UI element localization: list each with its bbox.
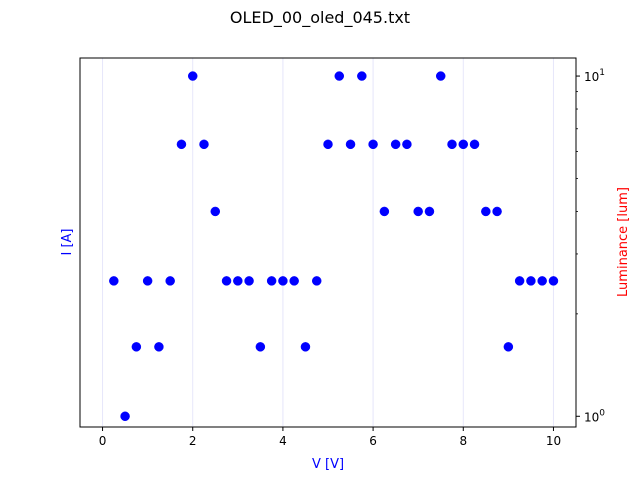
data-point	[131, 342, 142, 352]
plot-frame	[79, 57, 577, 428]
data-point	[514, 276, 525, 286]
data-point	[244, 276, 254, 286]
data-points	[109, 71, 559, 422]
data-point	[255, 342, 266, 352]
data-point	[210, 206, 221, 217]
data-point	[278, 276, 288, 286]
data-point	[481, 206, 491, 217]
data-point	[221, 276, 232, 286]
x-tick-label: 2	[189, 434, 197, 448]
data-point	[266, 276, 277, 286]
x-tick-label: 4	[279, 434, 287, 448]
data-point	[345, 139, 356, 150]
data-point	[109, 276, 119, 286]
x-tick-label: 6	[369, 434, 377, 448]
data-point	[233, 276, 243, 286]
x-tick-label: 8	[459, 434, 467, 448]
data-point	[323, 139, 333, 150]
data-point	[548, 276, 559, 286]
chart-title: OLED_00_oled_045.txt	[230, 8, 410, 28]
right-y-tick-label: 100	[584, 408, 605, 424]
data-point	[458, 139, 469, 150]
data-point	[165, 276, 175, 286]
data-point	[289, 276, 299, 286]
data-point	[537, 276, 547, 286]
data-point	[526, 276, 536, 286]
data-point	[368, 139, 378, 150]
x-axis-ticks: 0 2 4 6 8 10	[99, 427, 561, 448]
data-point	[311, 276, 322, 286]
x-tick-label: 0	[99, 434, 107, 448]
data-point	[503, 342, 514, 352]
right-y-tick-label: 101	[584, 68, 605, 84]
data-point	[492, 206, 502, 217]
x-tick-label: 10	[546, 434, 561, 448]
left-y-axis-label: I [A]	[60, 228, 75, 255]
data-point	[469, 139, 480, 150]
data-point	[300, 342, 311, 352]
data-point	[447, 139, 457, 150]
data-point	[435, 71, 446, 81]
data-point	[154, 342, 164, 352]
data-point	[199, 139, 209, 150]
data-point	[357, 71, 367, 81]
data-point	[334, 71, 345, 81]
grid	[102, 58, 554, 427]
data-point	[390, 139, 401, 150]
data-point	[187, 71, 198, 81]
data-point	[424, 206, 435, 217]
data-point	[402, 139, 412, 150]
data-point	[120, 411, 130, 422]
data-point	[176, 139, 187, 150]
right-y-axis-label: Luminance [lum]	[616, 187, 631, 297]
data-point	[379, 206, 390, 217]
x-axis-label: V [V]	[312, 457, 344, 472]
right-y-axis-ticks: 100 101	[576, 68, 605, 424]
data-point	[413, 206, 423, 217]
data-point	[142, 276, 153, 286]
